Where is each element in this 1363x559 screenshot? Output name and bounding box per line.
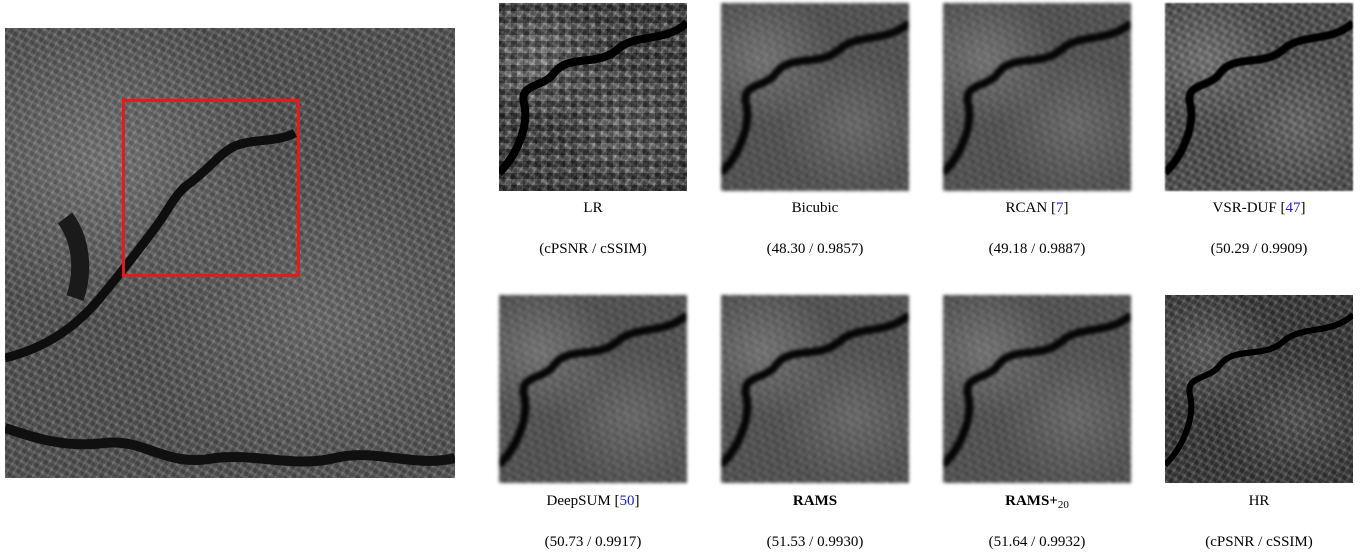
region-of-interest-box xyxy=(122,99,300,277)
deepsum-thumbnail xyxy=(499,295,687,483)
metrics-rams: (51.53 / 0.9930) xyxy=(766,534,864,550)
caption-rcan: RCAN [7] xyxy=(1005,200,1069,216)
caption-lr: LR xyxy=(583,200,603,216)
citation-link[interactable]: 7 xyxy=(1055,200,1064,216)
caption-hr: HR xyxy=(1248,493,1270,509)
citation-link[interactable]: 50 xyxy=(619,493,635,509)
metrics-lr: (cPSNR / cSSIM) xyxy=(539,241,647,257)
hr-thumbnail xyxy=(1165,295,1353,483)
caption-bicubic: Bicubic xyxy=(791,200,839,216)
rams-thumbnail xyxy=(721,295,909,483)
metrics-hr: (cPSNR / cSSIM) xyxy=(1205,534,1313,550)
metrics-rams-plus: (51.64 / 0.9932) xyxy=(988,534,1086,550)
full-satellite-image xyxy=(5,28,455,478)
caption-deepsum: DeepSUM [50] xyxy=(546,493,640,509)
rams-plus-thumbnail xyxy=(943,295,1131,483)
metrics-bicubic: (48.30 / 0.9857) xyxy=(766,241,864,257)
vsr-duf-thumbnail xyxy=(1165,3,1353,191)
river-overlay xyxy=(5,128,455,467)
rcan-thumbnail xyxy=(943,3,1131,191)
caption-vsr-duf: VSR-DUF [47] xyxy=(1212,200,1306,216)
lr-thumbnail xyxy=(499,3,687,191)
metrics-vsr-duf: (50.29 / 0.9909) xyxy=(1210,241,1308,257)
metrics-deepsum: (50.73 / 0.9917) xyxy=(544,534,642,550)
caption-rams-plus: RAMS+20 xyxy=(1005,493,1069,511)
metrics-rcan: (49.18 / 0.9887) xyxy=(988,241,1086,257)
caption-rams: RAMS xyxy=(792,493,838,509)
citation-link[interactable]: 47 xyxy=(1285,200,1301,216)
bicubic-thumbnail xyxy=(721,3,909,191)
